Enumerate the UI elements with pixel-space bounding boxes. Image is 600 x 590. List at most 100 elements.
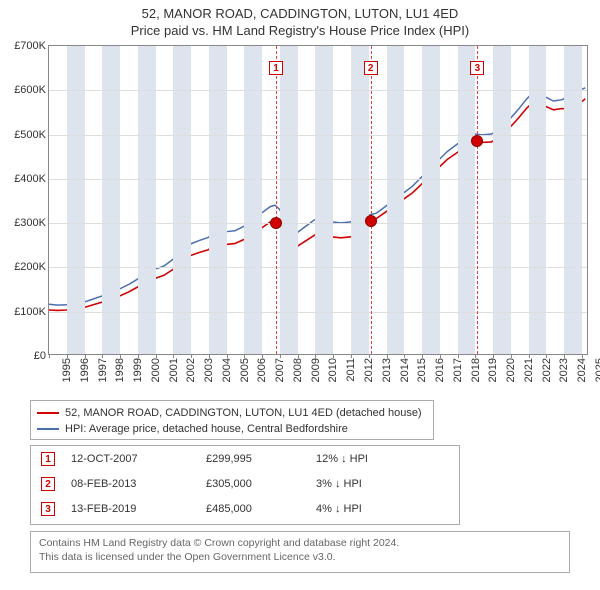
legend-row-hpi: HPI: Average price, detached house, Cent… [37,421,427,437]
event-callout: 1 [269,61,283,75]
x-tick-mark [351,354,352,358]
x-tick-mark [102,354,103,358]
sales-table: 112-OCT-2007£299,99512% ↓ HPI208-FEB-201… [30,445,460,525]
x-axis-label: 2008 [292,358,304,382]
x-axis-label: 1995 [61,358,73,382]
x-tick-mark [244,354,245,358]
sale-marker [365,215,377,227]
x-axis-label: 2000 [150,358,162,382]
x-tick-mark [582,354,583,358]
year-shade-band [351,46,369,354]
year-shade-band [458,46,476,354]
title-line-1: 52, MANOR ROAD, CADDINGTON, LUTON, LU1 4… [0,0,600,21]
y-axis-label: £700K [14,40,49,52]
x-axis-label: 1996 [79,358,91,382]
x-axis-label: 2012 [363,358,375,382]
x-tick-mark [493,354,494,358]
year-shade-band [102,46,120,354]
x-axis-label: 2013 [381,358,393,382]
x-tick-mark [298,354,299,358]
y-axis-label: £0 [34,350,49,362]
x-axis-label: 2001 [168,358,180,382]
event-callout: 3 [470,61,484,75]
year-shade-band [422,46,440,354]
legend-swatch-hpi [37,428,59,430]
x-axis-label: 2011 [345,358,357,382]
x-tick-mark [404,354,405,358]
x-axis-label: 2018 [470,358,482,382]
sales-row-index: 2 [41,477,55,491]
grid-line [49,267,587,268]
year-shade-band [244,46,262,354]
footer-line-2: This data is licensed under the Open Gov… [39,550,561,564]
grid-line [49,223,587,224]
year-shade-band [564,46,582,354]
x-tick-mark [458,354,459,358]
x-tick-mark [156,354,157,358]
y-axis-label: £500K [14,129,49,141]
x-tick-mark [85,354,86,358]
x-axis-label: 2020 [505,358,517,382]
x-tick-mark [369,354,370,358]
x-axis-label: 2017 [452,358,464,382]
sales-row-price: £299,995 [206,453,316,465]
x-axis-label: 2003 [203,358,215,382]
x-tick-mark [191,354,192,358]
x-tick-mark [67,354,68,358]
year-shade-band [209,46,227,354]
x-tick-mark [564,354,565,358]
x-tick-mark [49,354,50,358]
sales-row-index: 3 [41,502,55,516]
sales-table-row: 112-OCT-2007£299,99512% ↓ HPI [31,446,459,471]
x-axis-label: 1997 [97,358,109,382]
x-tick-mark [315,354,316,358]
legend-swatch-subject [37,412,59,414]
legend-label-subject: 52, MANOR ROAD, CADDINGTON, LUTON, LU1 4… [65,407,422,419]
x-axis-label: 2004 [221,358,233,382]
x-axis-label: 2014 [399,358,411,382]
event-vline [276,46,277,354]
x-axis-label: 2022 [541,358,553,382]
legend-label-hpi: HPI: Average price, detached house, Cent… [65,423,348,435]
year-shade-band [67,46,85,354]
x-tick-mark [227,354,228,358]
x-axis-label: 2023 [559,358,571,382]
x-axis-label: 2025 [594,358,600,382]
x-tick-mark [333,354,334,358]
sales-table-row: 3 13-FEB-2019£485,0004% ↓ HPI [31,496,459,521]
x-axis-label: 2024 [576,358,588,382]
sales-row-date: 12-OCT-2007 [71,453,206,465]
x-tick-mark [475,354,476,358]
year-shade-band [387,46,405,354]
x-tick-mark [173,354,174,358]
x-tick-mark [440,354,441,358]
sales-row-date: 13-FEB-2019 [71,503,206,515]
x-tick-mark [529,354,530,358]
grid-line [49,312,587,313]
year-shade-band [280,46,298,354]
year-shade-band [173,46,191,354]
sales-row-price: £485,000 [206,503,316,515]
event-vline [477,46,478,354]
grid-line [49,135,587,136]
x-tick-mark [120,354,121,358]
sales-row-diff: 4% ↓ HPI [316,503,426,515]
y-axis-label: £400K [14,173,49,185]
x-axis-label: 2021 [523,358,535,382]
sales-row-price: £305,000 [206,478,316,490]
grid-line [49,90,587,91]
sale-marker [471,135,483,147]
sales-table-row: 208-FEB-2013£305,0003% ↓ HPI [31,471,459,496]
x-axis-label: 2015 [416,358,428,382]
year-shade-band [138,46,156,354]
year-shade-band [315,46,333,354]
x-axis-label: 2019 [488,358,500,382]
x-axis-label: 2009 [310,358,322,382]
y-axis-label: £200K [14,261,49,273]
x-axis-label: 2016 [434,358,446,382]
x-axis-label: 2002 [186,358,198,382]
y-axis-label: £300K [14,217,49,229]
sales-row-diff: 3% ↓ HPI [316,478,426,490]
title-line-2: Price paid vs. HM Land Registry's House … [0,21,600,38]
x-tick-mark [422,354,423,358]
